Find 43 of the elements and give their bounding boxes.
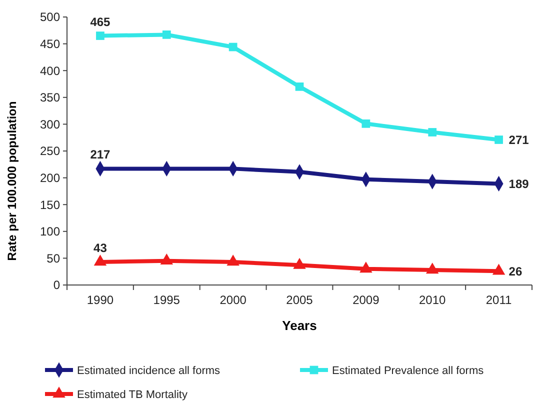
y-tick-label: 500 [40, 10, 60, 24]
point [293, 258, 306, 269]
point [426, 262, 439, 274]
y-tick-label: 350 [40, 90, 60, 105]
x-tick-label: 1990 [86, 293, 114, 307]
point [362, 119, 370, 128]
point [295, 82, 304, 91]
legend-label: Estimated incidence all forms [77, 364, 221, 377]
point [162, 30, 171, 39]
x-tick-label: 2000 [220, 293, 247, 307]
y-tick-label: 150 [40, 198, 60, 212]
y-tick-label: 450 [40, 37, 60, 51]
y-tick-label: 50 [46, 251, 60, 266]
data-label: 465 [90, 14, 111, 29]
data-label: 189 [508, 176, 530, 191]
point [96, 32, 104, 40]
y-tick-label: 100 [40, 224, 60, 239]
y-tick-label: 250 [40, 144, 60, 158]
point [492, 264, 506, 275]
y-axis-title: Rate per 100.000 population [5, 101, 19, 261]
y-tick-label: 200 [40, 171, 60, 185]
y-tick-label: 300 [40, 117, 60, 132]
x-tick-label: 2010 [419, 293, 446, 307]
y-tick-label: 400 [40, 64, 60, 78]
data-label: 271 [508, 132, 530, 147]
point [160, 254, 173, 265]
point [94, 254, 107, 266]
x-tick-label: 2011 [486, 293, 512, 307]
x-tick-label: 2005 [286, 293, 314, 307]
x-tick-label: 1995 [153, 293, 180, 307]
y-tick-label: 0 [53, 278, 60, 292]
legend-label: Estimated Prevalence all forms [332, 364, 484, 377]
point [428, 128, 437, 136]
point [360, 262, 372, 273]
data-label: 26 [508, 264, 522, 278]
point [228, 42, 238, 52]
point [494, 136, 503, 144]
x-axis-title: Years [282, 318, 317, 333]
legend-label: Estimated TB Mortality [77, 388, 188, 401]
data-label: 43 [94, 240, 108, 255]
data-label: 217 [90, 148, 111, 162]
x-tick-label: 2009 [352, 293, 380, 307]
point [226, 254, 240, 266]
